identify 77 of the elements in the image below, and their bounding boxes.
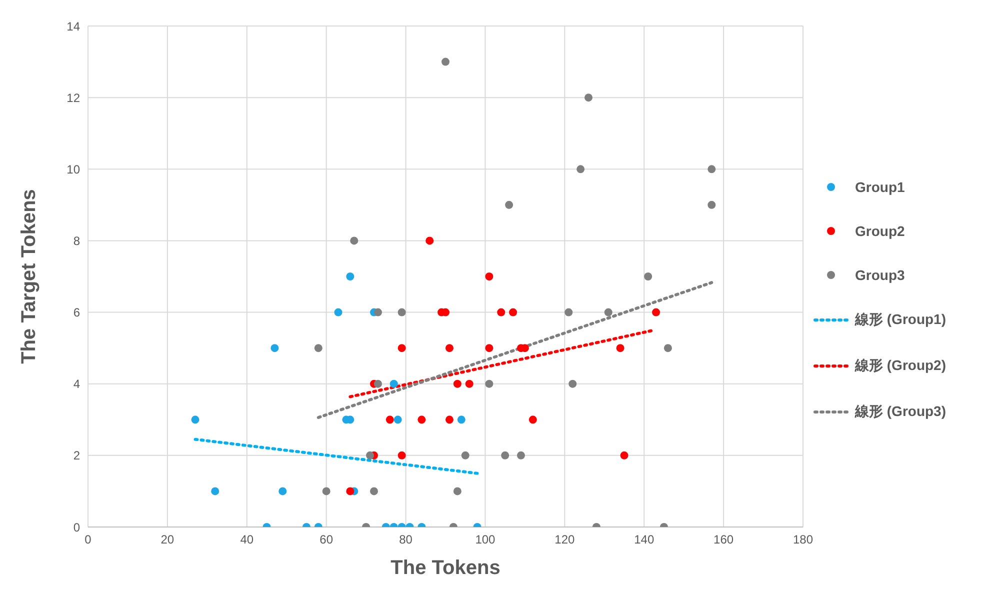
- point: [616, 344, 624, 352]
- y-tick-label: 8: [73, 234, 80, 248]
- legend-label: 線形 (Group2): [855, 357, 946, 375]
- point: [346, 272, 354, 280]
- point: [708, 165, 716, 174]
- y-tick-label: 14: [66, 19, 80, 34]
- point: [426, 236, 434, 245]
- point: [485, 380, 494, 388]
- x-tick-label: 60: [320, 532, 334, 547]
- point: [374, 380, 382, 388]
- legend-label: Group3: [855, 267, 905, 283]
- point: [390, 380, 398, 388]
- point: [386, 416, 394, 424]
- x-tick-label: 100: [475, 532, 496, 547]
- point: [604, 308, 612, 316]
- point: [211, 487, 220, 496]
- point: [445, 416, 454, 424]
- point: [584, 94, 592, 102]
- point: [457, 416, 466, 424]
- point: [334, 308, 342, 316]
- point: [708, 200, 716, 209]
- point: [564, 308, 573, 316]
- point: [453, 380, 462, 388]
- point: [370, 487, 378, 496]
- legend-label: Group2: [855, 223, 905, 239]
- legend-label: Group1: [855, 179, 905, 195]
- y-tick-label: 0: [73, 520, 80, 534]
- point: [418, 416, 426, 424]
- x-tick-label: 140: [634, 532, 654, 547]
- point: [374, 308, 382, 316]
- legend-label: 線形 (Group3): [855, 403, 946, 421]
- point: [278, 487, 287, 496]
- point: [516, 451, 525, 460]
- point: [568, 380, 577, 388]
- point: [346, 487, 354, 496]
- x-tick-label: 120: [554, 532, 575, 547]
- point: [366, 451, 374, 460]
- y-tick-label: 10: [66, 162, 80, 176]
- point: [485, 272, 494, 280]
- point: [398, 344, 406, 352]
- y-axis-title: The Target Tokens: [18, 189, 40, 364]
- point: [191, 416, 200, 424]
- point: [398, 308, 406, 316]
- point: [398, 451, 406, 460]
- point: [322, 487, 330, 496]
- point: [442, 58, 450, 66]
- point: [652, 308, 660, 316]
- x-tick-label: 0: [84, 532, 92, 547]
- point: [505, 200, 514, 209]
- point: [270, 344, 279, 352]
- x-tick-label: 180: [792, 532, 814, 547]
- point: [620, 451, 628, 460]
- x-tick-label: 40: [240, 532, 254, 547]
- point: [350, 236, 358, 245]
- point: [465, 380, 474, 388]
- point: [453, 487, 462, 496]
- x-tick-label: 160: [714, 532, 734, 547]
- x-tick-label: 20: [160, 532, 174, 547]
- y-tick-label: 4: [73, 377, 80, 392]
- point: [509, 308, 518, 316]
- point: [485, 344, 494, 352]
- point: [497, 308, 506, 316]
- point: [576, 165, 585, 174]
- x-tick-label: 80: [399, 532, 413, 547]
- point: [644, 272, 652, 280]
- x-axis-title: The Tokens: [390, 557, 500, 579]
- point: [394, 416, 402, 424]
- point: [528, 416, 537, 424]
- point: [461, 451, 470, 460]
- y-tick-label: 2: [73, 448, 80, 463]
- point: [501, 451, 510, 460]
- point: [664, 344, 672, 352]
- legend-label: 線形 (Group1): [855, 311, 946, 329]
- point: [445, 344, 454, 352]
- y-tick-label: 6: [73, 306, 80, 320]
- point: [314, 344, 322, 352]
- y-tick-label: 12: [66, 90, 80, 105]
